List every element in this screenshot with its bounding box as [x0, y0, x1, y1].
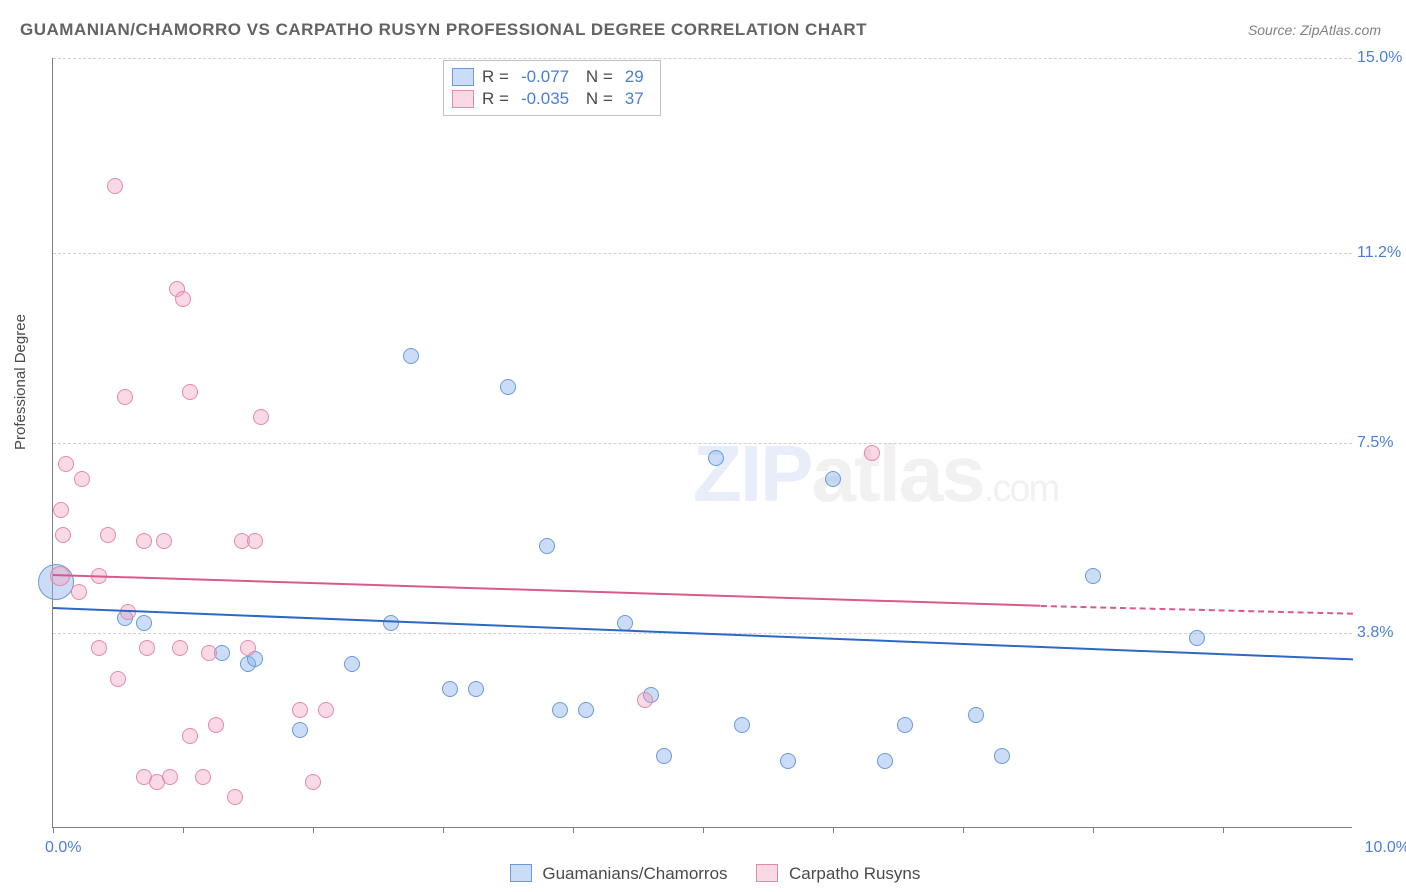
scatter-point-series-1 — [120, 604, 136, 620]
swatch-series-1 — [452, 90, 474, 108]
x-axis-max-label: 10.0% — [1365, 839, 1406, 857]
scatter-point-series-1 — [117, 389, 133, 405]
scatter-point-series-0 — [468, 681, 484, 697]
scatter-point-series-0 — [1085, 568, 1101, 584]
scatter-point-series-0 — [292, 722, 308, 738]
x-tick — [963, 827, 964, 833]
scatter-point-series-0 — [994, 748, 1010, 764]
scatter-point-series-0 — [539, 538, 555, 554]
scatter-point-series-1 — [182, 384, 198, 400]
stats-row-0: R = -0.077 N = 29 — [452, 67, 648, 87]
x-axis-min-label: 0.0% — [45, 839, 81, 857]
scatter-point-series-1 — [53, 502, 69, 518]
x-tick — [313, 827, 314, 833]
scatter-point-series-0 — [442, 681, 458, 697]
scatter-point-series-0 — [403, 348, 419, 364]
x-tick — [1093, 827, 1094, 833]
y-axis-label: Professional Degree — [12, 314, 29, 450]
scatter-point-series-0 — [825, 471, 841, 487]
scatter-point-series-1 — [71, 584, 87, 600]
trendline-series-1-extrapolation — [1041, 605, 1353, 615]
chart-container: GUAMANIAN/CHAMORRO VS CARPATHO RUSYN PRO… — [0, 0, 1406, 892]
scatter-point-series-0 — [617, 615, 633, 631]
x-tick — [1223, 827, 1224, 833]
scatter-point-series-0 — [968, 707, 984, 723]
scatter-point-series-0 — [136, 615, 152, 631]
scatter-point-series-0 — [656, 748, 672, 764]
scatter-point-series-1 — [637, 692, 653, 708]
watermark: ZIPatlas.com — [693, 428, 1058, 520]
scatter-point-series-1 — [156, 533, 172, 549]
swatch-series-0 — [452, 68, 474, 86]
scatter-point-series-1 — [175, 291, 191, 307]
scatter-point-series-0 — [383, 615, 399, 631]
scatter-point-series-0 — [734, 717, 750, 733]
stats-row-1: R = -0.035 N = 37 — [452, 89, 648, 109]
scatter-point-series-1 — [292, 702, 308, 718]
gridline — [53, 58, 1352, 59]
scatter-point-series-1 — [864, 445, 880, 461]
scatter-point-series-1 — [208, 717, 224, 733]
scatter-point-series-1 — [136, 533, 152, 549]
n-value-1: 37 — [625, 89, 644, 109]
scatter-point-series-1 — [247, 533, 263, 549]
scatter-point-series-0 — [708, 450, 724, 466]
scatter-point-series-1 — [162, 769, 178, 785]
scatter-point-series-1 — [240, 640, 256, 656]
scatter-point-series-0 — [344, 656, 360, 672]
bottom-legend: Guamanians/Chamorros Carpatho Rusyns — [0, 864, 1406, 884]
y-tick-label: 7.5% — [1357, 434, 1406, 452]
scatter-point-series-0 — [552, 702, 568, 718]
y-tick-label: 3.8% — [1357, 624, 1406, 642]
plot-area: ZIPatlas.com R = -0.077 N = 29 R = -0.03… — [52, 58, 1352, 828]
scatter-point-series-1 — [227, 789, 243, 805]
scatter-point-series-0 — [780, 753, 796, 769]
scatter-point-series-1 — [100, 527, 116, 543]
scatter-point-series-0 — [877, 753, 893, 769]
gridline — [53, 443, 1352, 444]
n-value-0: 29 — [625, 67, 644, 87]
scatter-point-series-1 — [107, 178, 123, 194]
chart-title: GUAMANIAN/CHAMORRO VS CARPATHO RUSYN PRO… — [20, 20, 867, 40]
legend-swatch-1 — [756, 864, 778, 882]
scatter-point-series-0 — [500, 379, 516, 395]
source-attribution: Source: ZipAtlas.com — [1248, 22, 1381, 38]
scatter-point-series-1 — [74, 471, 90, 487]
legend-swatch-0 — [510, 864, 532, 882]
scatter-point-series-1 — [305, 774, 321, 790]
scatter-point-series-1 — [50, 566, 70, 586]
legend-label-0: Guamanians/Chamorros — [542, 864, 727, 883]
scatter-point-series-1 — [195, 769, 211, 785]
y-tick-label: 15.0% — [1357, 49, 1406, 67]
r-value-0: -0.077 — [521, 67, 569, 87]
gridline — [53, 253, 1352, 254]
scatter-point-series-1 — [55, 527, 71, 543]
x-tick — [183, 827, 184, 833]
stats-legend: R = -0.077 N = 29 R = -0.035 N = 37 — [443, 60, 661, 116]
scatter-point-series-1 — [172, 640, 188, 656]
scatter-point-series-1 — [91, 640, 107, 656]
scatter-point-series-1 — [318, 702, 334, 718]
scatter-point-series-1 — [58, 456, 74, 472]
legend-label-1: Carpatho Rusyns — [789, 864, 920, 883]
scatter-point-series-0 — [578, 702, 594, 718]
x-tick — [833, 827, 834, 833]
scatter-point-series-1 — [110, 671, 126, 687]
x-tick — [573, 827, 574, 833]
x-tick — [443, 827, 444, 833]
y-tick-label: 11.2% — [1357, 244, 1406, 262]
scatter-point-series-1 — [201, 645, 217, 661]
trendline-series-1 — [53, 574, 1041, 607]
x-tick — [703, 827, 704, 833]
scatter-point-series-0 — [1189, 630, 1205, 646]
x-tick — [53, 827, 54, 833]
scatter-point-series-0 — [897, 717, 913, 733]
scatter-point-series-1 — [253, 409, 269, 425]
scatter-point-series-1 — [182, 728, 198, 744]
r-value-1: -0.035 — [521, 89, 569, 109]
scatter-point-series-1 — [139, 640, 155, 656]
